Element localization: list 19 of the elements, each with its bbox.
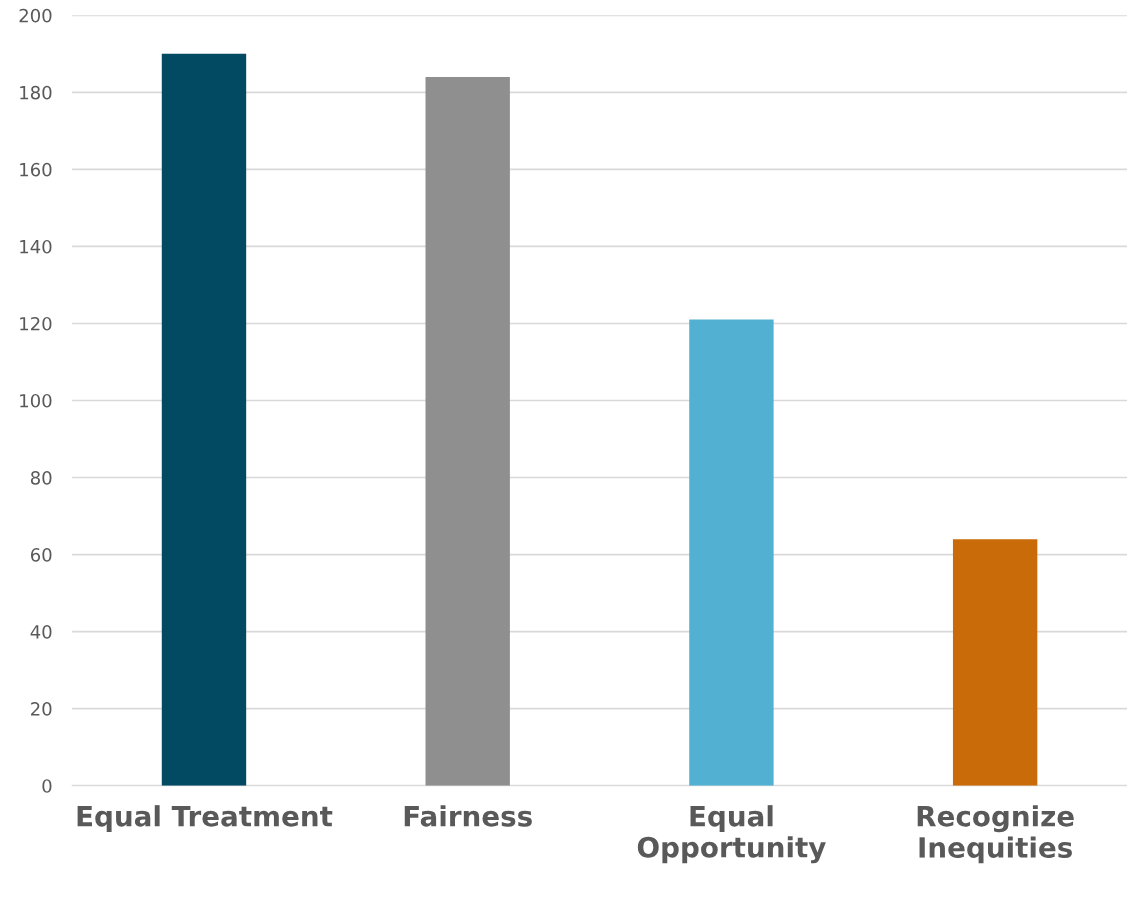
y-tick-label: 40: [30, 625, 52, 639]
bar: [952, 539, 1038, 786]
x-tick-label: Fairness: [404, 805, 532, 827]
y-tick-label: 100: [20, 393, 52, 408]
bar: [689, 319, 774, 786]
bar: [425, 76, 510, 786]
x-tick-label: Equal Opportunity: [637, 805, 826, 864]
y-tick-label: 180: [20, 85, 52, 100]
x-tick-label: Equal Treatment: [77, 805, 333, 833]
bar: [161, 53, 247, 786]
y-tick-label: 80: [30, 471, 52, 485]
y-tick-label: 60: [30, 548, 52, 562]
y-tick-label: 140: [20, 239, 52, 254]
y-tick-label: 0: [42, 779, 52, 793]
y-tick-label: 20: [31, 702, 52, 716]
y-tick-label: 120: [20, 316, 52, 331]
y-tick-label: 200: [19, 8, 52, 23]
y-tick-label: 160: [20, 162, 52, 177]
x-tick-label: Recognize Inequities: [917, 805, 1074, 864]
